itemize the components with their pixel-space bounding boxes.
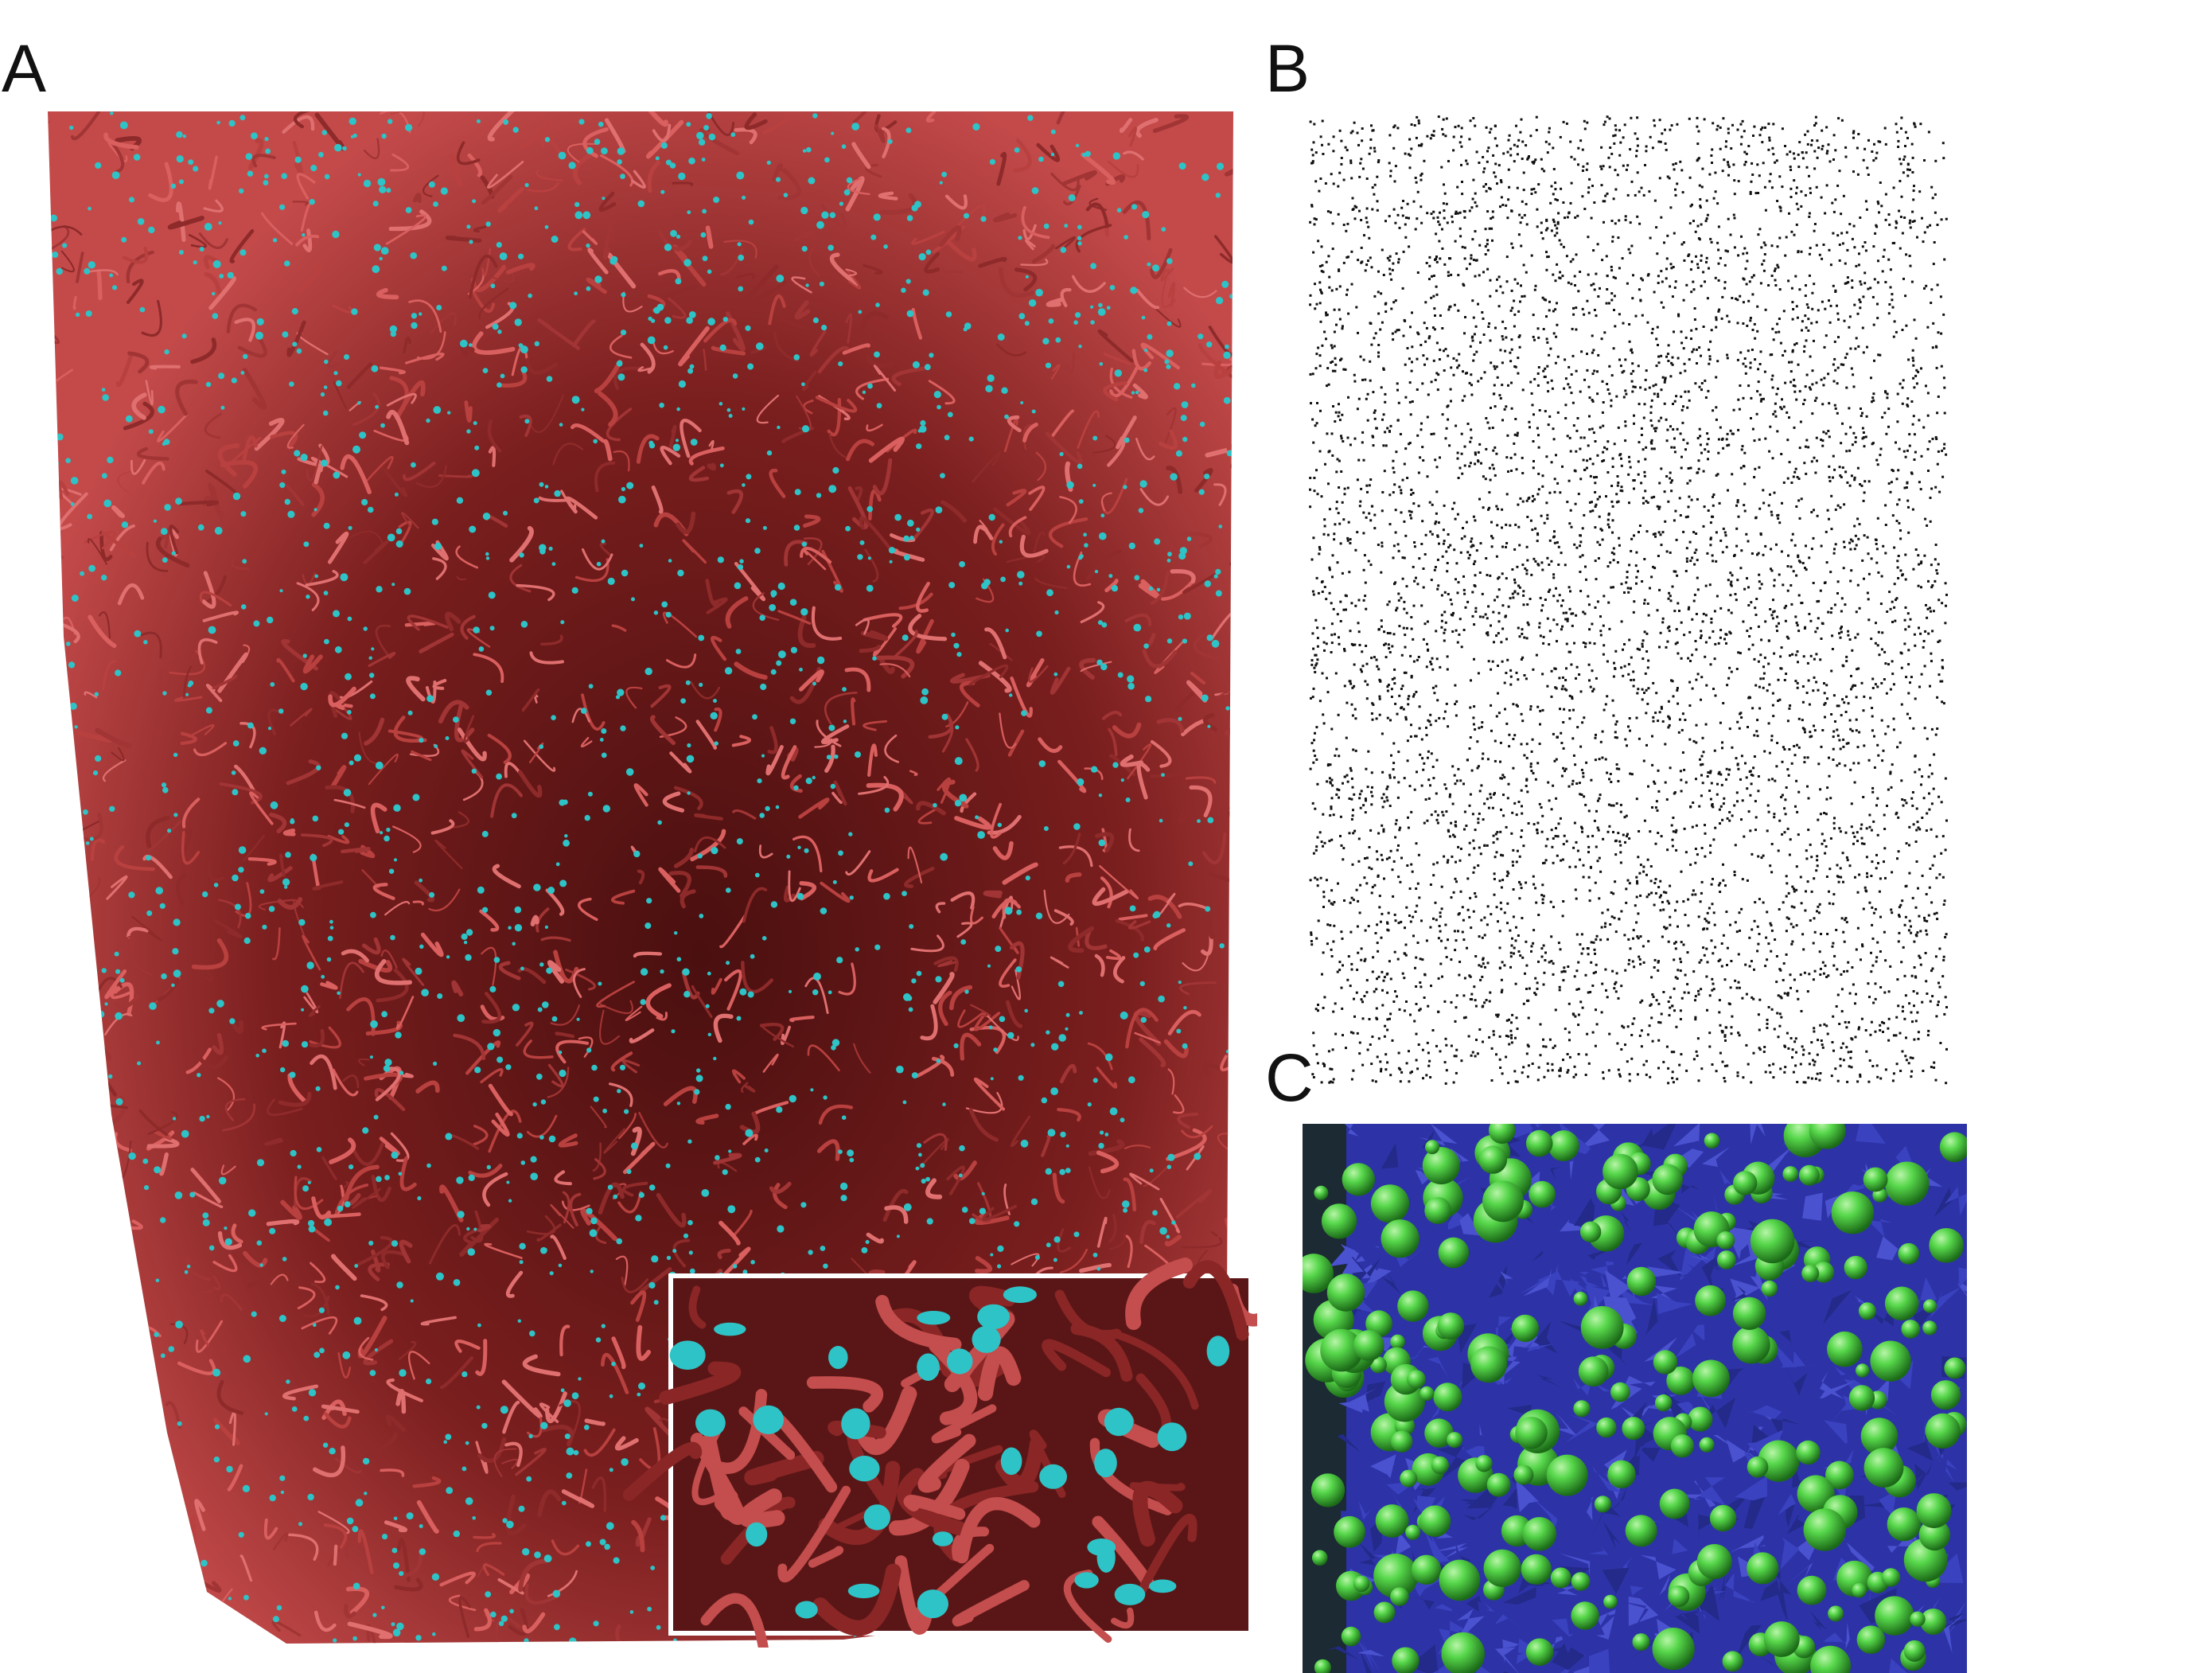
vessel-network-image xyxy=(48,80,1257,1648)
zoom-inset xyxy=(622,1257,1257,1648)
point-cloud xyxy=(1309,115,1948,1085)
sphere-packing-image xyxy=(1303,1124,1967,1673)
panel-label-b: B xyxy=(1265,31,1310,106)
sphere-packing-render xyxy=(1303,1124,1967,1673)
panel-label-a: A xyxy=(2,31,47,106)
panel-label-c: C xyxy=(1265,1040,1314,1115)
point-cloud-image xyxy=(1305,111,1957,1090)
vessel-volume xyxy=(48,111,1233,1644)
vessel-network-render xyxy=(48,111,1257,1648)
